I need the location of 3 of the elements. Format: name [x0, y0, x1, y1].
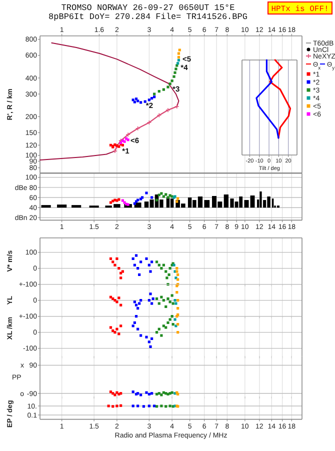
chart-title: TROMSO NORWAY 26-09-27 0650UT 15°E [61, 3, 235, 13]
chart-subtitle: 8pBP6It DoY= 270.284 File= TR141526.BPG [48, 12, 248, 22]
text: HPTx is OFF! [271, 5, 329, 14]
